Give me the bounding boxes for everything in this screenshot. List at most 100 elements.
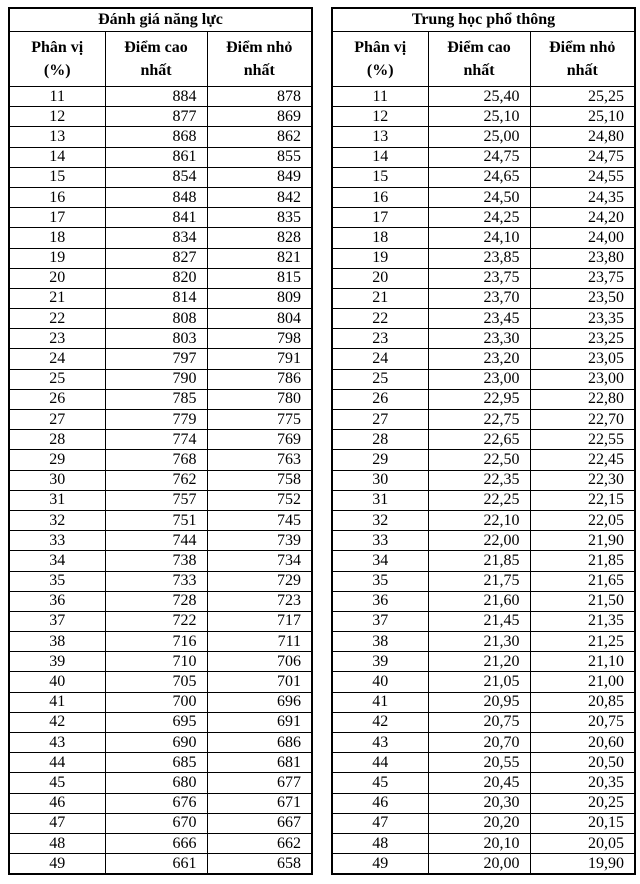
max-score-cell: 23,70 [427,287,531,310]
max-score-cell: 20,55 [427,752,531,774]
table-row: 16 848 842 [8,186,313,209]
table-row: 47 670 667 [8,812,313,834]
max-score-cell: 20,75 [427,711,531,734]
percentile-cell: 44 [331,752,429,774]
table-row: 32 22,10 22,05 [331,509,636,532]
min-score-cell: 20,15 [529,812,636,834]
min-score-cell: 20,25 [529,792,636,814]
percentile-cell: 42 [8,711,106,734]
max-score-cell: 23,20 [427,348,531,370]
min-score-cell: 21,90 [529,530,636,552]
max-score-cell: 685 [104,752,208,774]
max-score-cell: 808 [104,308,208,330]
min-score-cell: 862 [206,126,313,148]
table-row: 25 790 786 [8,368,313,390]
min-score-cell: 835 [206,207,313,229]
min-score-cell: 24,55 [529,166,636,188]
max-score-cell: 700 [104,691,208,713]
min-score-cell: 22,70 [529,408,636,431]
min-score-cell: 758 [206,469,313,491]
min-score-cell: 717 [206,610,313,633]
percentile-cell: 12 [8,106,106,128]
min-score-cell: 878 [206,85,313,108]
percentile-cell: 18 [8,227,106,249]
percentile-cell: 33 [8,530,106,552]
min-score-cell: 24,35 [529,186,636,209]
max-score-cell: 25,00 [427,126,531,148]
table-row: 15 854 849 [8,166,313,188]
min-score-cell: 21,65 [529,570,636,592]
percentile-cell: 36 [8,590,106,612]
percentile-cell: 37 [331,610,429,633]
table-row: 34 21,85 21,85 [331,550,636,572]
min-score-cell: 681 [206,752,313,774]
min-score-cell: 22,45 [529,449,636,471]
min-score-cell: 22,30 [529,469,636,491]
percentile-cell: 13 [331,126,429,148]
percentile-cell: 14 [8,146,106,168]
table-trung-hoc-pho-thong: Trung học phổ thông Phân vị (%) Điểm cao… [331,7,636,876]
min-score-cell: 23,50 [529,287,636,310]
max-score-cell: 722 [104,610,208,633]
max-score-cell: 690 [104,731,208,754]
table-row: 25 23,00 23,00 [331,368,636,390]
max-score-cell: 24,25 [427,207,531,229]
percentile-cell: 29 [331,449,429,471]
percentile-cell: 25 [8,368,106,390]
min-score-cell: 769 [206,429,313,451]
min-score-cell: 22,55 [529,429,636,451]
table-row: 49 661 658 [8,853,313,875]
max-score-cell: 797 [104,348,208,370]
table-title: Đánh giá năng lực [8,7,313,32]
min-score-cell: 21,35 [529,610,636,633]
percentile-cell: 34 [8,550,106,572]
max-score-cell: 22,25 [427,489,531,511]
table-row: 47 20,20 20,15 [331,812,636,834]
min-score-cell: 25,25 [529,85,636,108]
min-score-cell: 671 [206,792,313,814]
table-row: 31 22,25 22,15 [331,489,636,511]
percentile-cell: 35 [331,570,429,592]
max-score-cell: 23,30 [427,328,531,350]
max-score-cell: 23,00 [427,368,531,390]
min-score-cell: 677 [206,772,313,794]
min-score-cell: 791 [206,348,313,370]
table-danh-gia-nang-luc: Đánh giá năng lực Phân vị (%) Điểm cao n… [8,7,313,876]
min-score-cell: 723 [206,590,313,612]
table-row: 44 20,55 20,50 [331,752,636,774]
max-score-cell: 22,75 [427,408,531,431]
percentile-cell: 49 [331,853,429,875]
percentile-cell: 26 [331,388,429,411]
max-score-cell: 785 [104,388,208,411]
min-score-cell: 815 [206,267,313,289]
max-score-cell: 820 [104,267,208,289]
percentile-cell: 47 [8,812,106,834]
table-row: 40 21,05 21,00 [331,671,636,693]
table-row: 14 24,75 24,75 [331,146,636,168]
max-score-cell: 24,10 [427,227,531,249]
min-score-cell: 20,05 [529,832,636,855]
table-row: 12 877 869 [8,106,313,128]
min-score-cell: 23,80 [529,247,636,269]
min-score-cell: 22,05 [529,509,636,532]
min-score-cell: 658 [206,853,313,875]
max-score-cell: 738 [104,550,208,572]
max-score-cell: 695 [104,711,208,734]
percentile-cell: 16 [331,186,429,209]
min-score-cell: 696 [206,691,313,713]
column-header-row: Phân vị (%) Điểm cao nhất Điểm nhỏ nhất [331,31,636,87]
table-row: 24 23,20 23,05 [331,348,636,370]
percentile-cell: 45 [8,772,106,794]
table-row: 11 25,40 25,25 [331,85,636,108]
min-score-cell: 780 [206,388,313,411]
percentile-cell: 27 [331,408,429,431]
max-score-cell: 21,05 [427,671,531,693]
percentile-cell: 38 [331,631,429,653]
percentile-cell: 46 [8,792,106,814]
min-score-cell: 855 [206,146,313,168]
max-score-cell: 827 [104,247,208,269]
max-score-cell: 841 [104,207,208,229]
table-row: 24 797 791 [8,348,313,370]
percentile-cell: 28 [331,429,429,451]
percentile-cell: 21 [8,287,106,310]
